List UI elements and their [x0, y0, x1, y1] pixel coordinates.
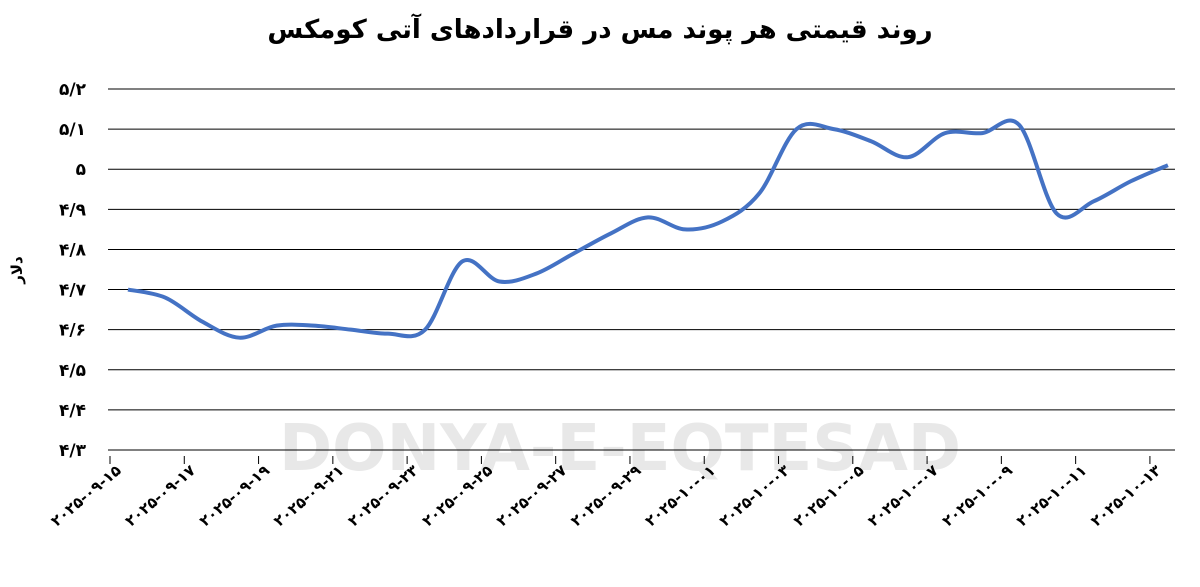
y-tick-label: ۴/۴	[59, 401, 86, 421]
y-tick-label: ۵	[76, 160, 86, 180]
x-tick-label: ۲۰۲۵-۱۰-۱۱	[1013, 461, 1090, 530]
y-tick-label: ۴/۹	[59, 200, 87, 220]
y-tick-label: ۵/۱	[59, 120, 86, 140]
y-tick-label: ۵/۲	[59, 80, 87, 100]
x-tick-label: ۲۰۲۵-۰۹-۱۵	[47, 461, 124, 530]
y-tick-label: ۴/۸	[59, 240, 87, 260]
chart-title: روند قیمتی هر پوند مس در قراردادهای آتی …	[267, 13, 932, 45]
y-tick-label: ۴/۵	[59, 361, 86, 381]
y-tick-label: ۴/۳	[59, 441, 87, 461]
x-tick-label: ۲۰۲۵-۰۹-۱۹	[196, 461, 273, 530]
y-axis-label: دلار	[8, 256, 26, 285]
x-tick-label: ۲۰۲۵-۰۹-۱۷	[122, 461, 199, 530]
y-tick-label: ۴/۶	[59, 321, 86, 341]
y-tick-label: ۴/۷	[59, 281, 87, 301]
x-tick-label: ۲۰۲۵-۱۰-۱۳	[1087, 461, 1164, 530]
price-line	[127, 118, 1169, 340]
watermark: DONYA-E-EQTESAD	[279, 412, 961, 486]
